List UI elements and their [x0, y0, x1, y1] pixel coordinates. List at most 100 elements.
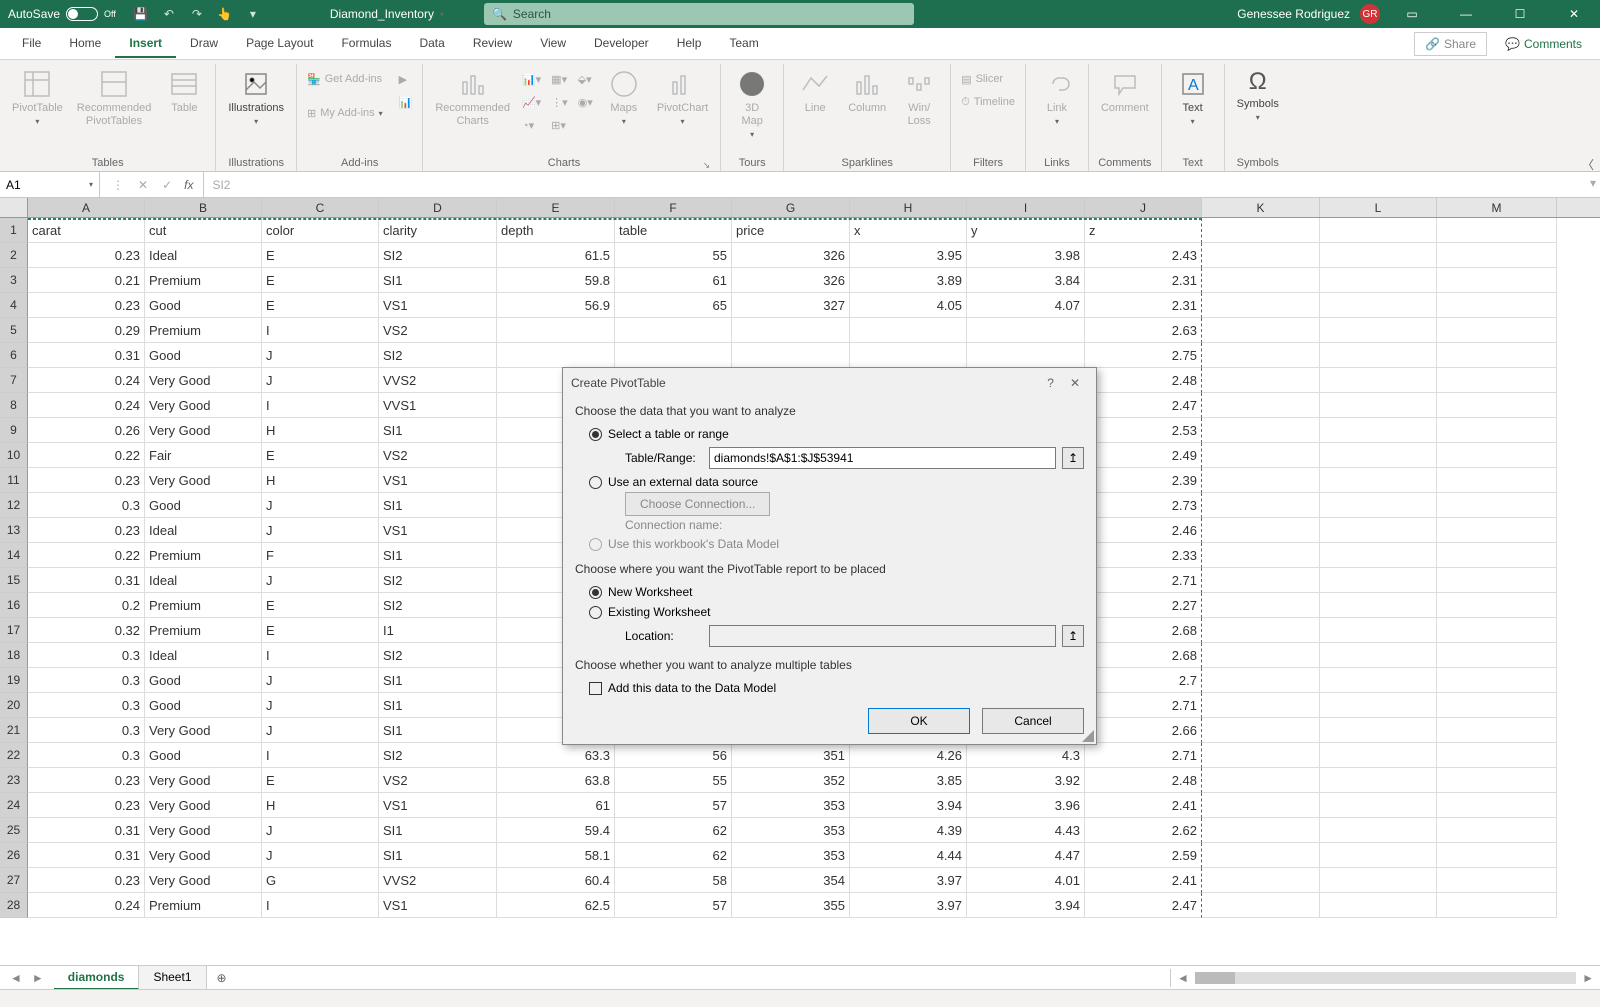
- cell[interactable]: [1437, 468, 1557, 493]
- cell[interactable]: VS2: [379, 443, 497, 468]
- cell[interactable]: [1202, 268, 1320, 293]
- tab-home[interactable]: Home: [55, 30, 115, 58]
- cell[interactable]: SI1: [379, 818, 497, 843]
- column-header-J[interactable]: J: [1085, 198, 1202, 217]
- cell[interactable]: I: [262, 318, 379, 343]
- cell[interactable]: Premium: [145, 318, 262, 343]
- cell[interactable]: Very Good: [145, 718, 262, 743]
- cell[interactable]: 3.94: [850, 793, 967, 818]
- cell[interactable]: 0.3: [28, 718, 145, 743]
- cell[interactable]: [497, 343, 615, 368]
- tab-file[interactable]: File: [8, 30, 55, 58]
- minimize-button[interactable]: —: [1444, 0, 1488, 28]
- column-header-C[interactable]: C: [262, 198, 379, 217]
- cell[interactable]: [1320, 643, 1437, 668]
- surface-chart-icon[interactable]: ◉▾: [574, 91, 597, 113]
- horizontal-scrollbar[interactable]: ◄ ►: [1170, 969, 1600, 987]
- cell[interactable]: 59.8: [497, 268, 615, 293]
- row-header[interactable]: 20: [0, 693, 28, 718]
- bing-maps-icon[interactable]: ▶: [395, 68, 417, 90]
- sparkline-column-button[interactable]: Column: [842, 64, 892, 119]
- name-box[interactable]: A1▾: [0, 172, 100, 197]
- cell[interactable]: [1320, 293, 1437, 318]
- cell[interactable]: 2.33: [1085, 543, 1202, 568]
- cell[interactable]: Good: [145, 693, 262, 718]
- user-avatar[interactable]: GR: [1360, 4, 1380, 24]
- cell[interactable]: [1202, 368, 1320, 393]
- cell[interactable]: 2.73: [1085, 493, 1202, 518]
- cell[interactable]: E: [262, 443, 379, 468]
- radio-new-worksheet[interactable]: New Worksheet: [575, 582, 1084, 602]
- row-header[interactable]: 8: [0, 393, 28, 418]
- cell[interactable]: [1437, 668, 1557, 693]
- illustrations-button[interactable]: Illustrations▾: [222, 64, 290, 130]
- cell[interactable]: 4.39: [850, 818, 967, 843]
- cell[interactable]: VVS2: [379, 368, 497, 393]
- cell[interactable]: VS1: [379, 293, 497, 318]
- share-button[interactable]: 🔗Share: [1414, 32, 1487, 56]
- cell[interactable]: [1202, 718, 1320, 743]
- cell[interactable]: J: [262, 818, 379, 843]
- cell[interactable]: 3.97: [850, 893, 967, 918]
- cell[interactable]: 2.63: [1085, 318, 1202, 343]
- column-header-I[interactable]: I: [967, 198, 1085, 217]
- cell[interactable]: 0.22: [28, 543, 145, 568]
- row-header[interactable]: 10: [0, 443, 28, 468]
- fx-icon[interactable]: fx: [180, 178, 197, 192]
- tab-view[interactable]: View: [526, 30, 580, 58]
- cell[interactable]: Good: [145, 293, 262, 318]
- cell[interactable]: 0.3: [28, 743, 145, 768]
- cell[interactable]: [1202, 593, 1320, 618]
- cell[interactable]: 326: [732, 243, 850, 268]
- cell[interactable]: [1320, 618, 1437, 643]
- row-header[interactable]: 23: [0, 768, 28, 793]
- cell[interactable]: [850, 343, 967, 368]
- sparkline-winloss-button[interactable]: Win/ Loss: [894, 64, 944, 132]
- cell[interactable]: H: [262, 793, 379, 818]
- row-header[interactable]: 5: [0, 318, 28, 343]
- cell[interactable]: [1320, 243, 1437, 268]
- cell[interactable]: [1437, 518, 1557, 543]
- cell[interactable]: 2.59: [1085, 843, 1202, 868]
- cell[interactable]: J: [262, 343, 379, 368]
- cell[interactable]: VS2: [379, 768, 497, 793]
- cell[interactable]: I1: [379, 618, 497, 643]
- cell[interactable]: Good: [145, 668, 262, 693]
- cancel-icon[interactable]: ✕: [132, 178, 154, 192]
- cell[interactable]: 0.26: [28, 418, 145, 443]
- row-header[interactable]: 4: [0, 293, 28, 318]
- cell[interactable]: [1437, 718, 1557, 743]
- sheet-tab-diamonds[interactable]: diamonds: [54, 966, 140, 990]
- table-button[interactable]: Table: [159, 64, 209, 119]
- column-chart-icon[interactable]: 📊▾: [518, 68, 545, 90]
- cell[interactable]: [1437, 218, 1557, 243]
- enter-icon[interactable]: ✓: [156, 178, 178, 192]
- row-header[interactable]: 7: [0, 368, 28, 393]
- cell[interactable]: 2.62: [1085, 818, 1202, 843]
- cell[interactable]: 59.4: [497, 818, 615, 843]
- cell[interactable]: 3.95: [850, 243, 967, 268]
- tab-developer[interactable]: Developer: [580, 30, 663, 58]
- cell[interactable]: 3.94: [967, 893, 1085, 918]
- cell[interactable]: 55: [615, 243, 732, 268]
- row-header[interactable]: 13: [0, 518, 28, 543]
- row-header[interactable]: 6: [0, 343, 28, 368]
- cell[interactable]: E: [262, 618, 379, 643]
- cell[interactable]: 4.05: [850, 293, 967, 318]
- cell[interactable]: table: [615, 218, 732, 243]
- cell[interactable]: [1202, 543, 1320, 568]
- cell[interactable]: 0.23: [28, 518, 145, 543]
- my-addins-button[interactable]: ⊞My Add-ins▾: [303, 102, 387, 124]
- cell[interactable]: 0.32: [28, 618, 145, 643]
- cell[interactable]: 327: [732, 293, 850, 318]
- cell[interactable]: [1320, 493, 1437, 518]
- cell[interactable]: 355: [732, 893, 850, 918]
- cell[interactable]: [1202, 293, 1320, 318]
- cell[interactable]: 0.23: [28, 868, 145, 893]
- cell[interactable]: 0.31: [28, 343, 145, 368]
- cell[interactable]: 0.3: [28, 668, 145, 693]
- cell[interactable]: E: [262, 243, 379, 268]
- doc-dropdown-icon[interactable]: ▾: [440, 10, 444, 19]
- cell[interactable]: Good: [145, 343, 262, 368]
- cell[interactable]: 57: [615, 893, 732, 918]
